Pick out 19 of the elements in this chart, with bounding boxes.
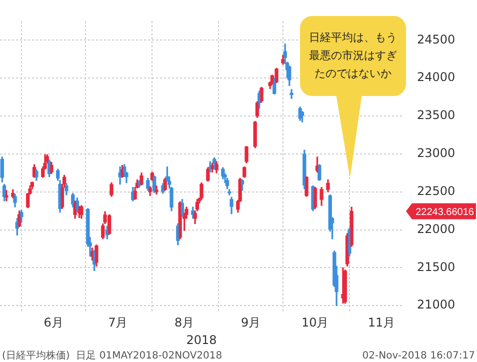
x-tick-label: 6月 — [44, 316, 64, 330]
x-tick-label: 8月 — [174, 316, 194, 330]
y-tick-label: 24500 — [417, 32, 456, 46]
x-tick-label: 7月 — [108, 316, 128, 330]
y-tick-label: 21000 — [417, 298, 456, 312]
x-tick-label: 9月 — [240, 316, 261, 330]
y-tick-label: 22000 — [417, 222, 456, 236]
y-tick-label: 21500 — [417, 260, 456, 274]
y-tick-label: 23500 — [417, 108, 456, 122]
y-tick-label: 22500 — [417, 184, 456, 198]
annotation: 日経平均は、もう最悪の市況はすぎたのではないか — [300, 16, 406, 96]
x-tick-label: 10月 — [301, 316, 329, 330]
text: (日経平均株価) 日足 01MAY2018-02NOV2018 — [2, 350, 222, 362]
x-axis-title: 2018 — [186, 332, 217, 347]
text: 02-Nov-2018 16:07:17 — [362, 350, 475, 362]
x-tick-label: 11月 — [368, 316, 396, 330]
y-tick-label: 24000 — [417, 70, 456, 84]
text: 22243.66016 — [416, 207, 474, 218]
y-tick-label: 23000 — [417, 146, 456, 160]
